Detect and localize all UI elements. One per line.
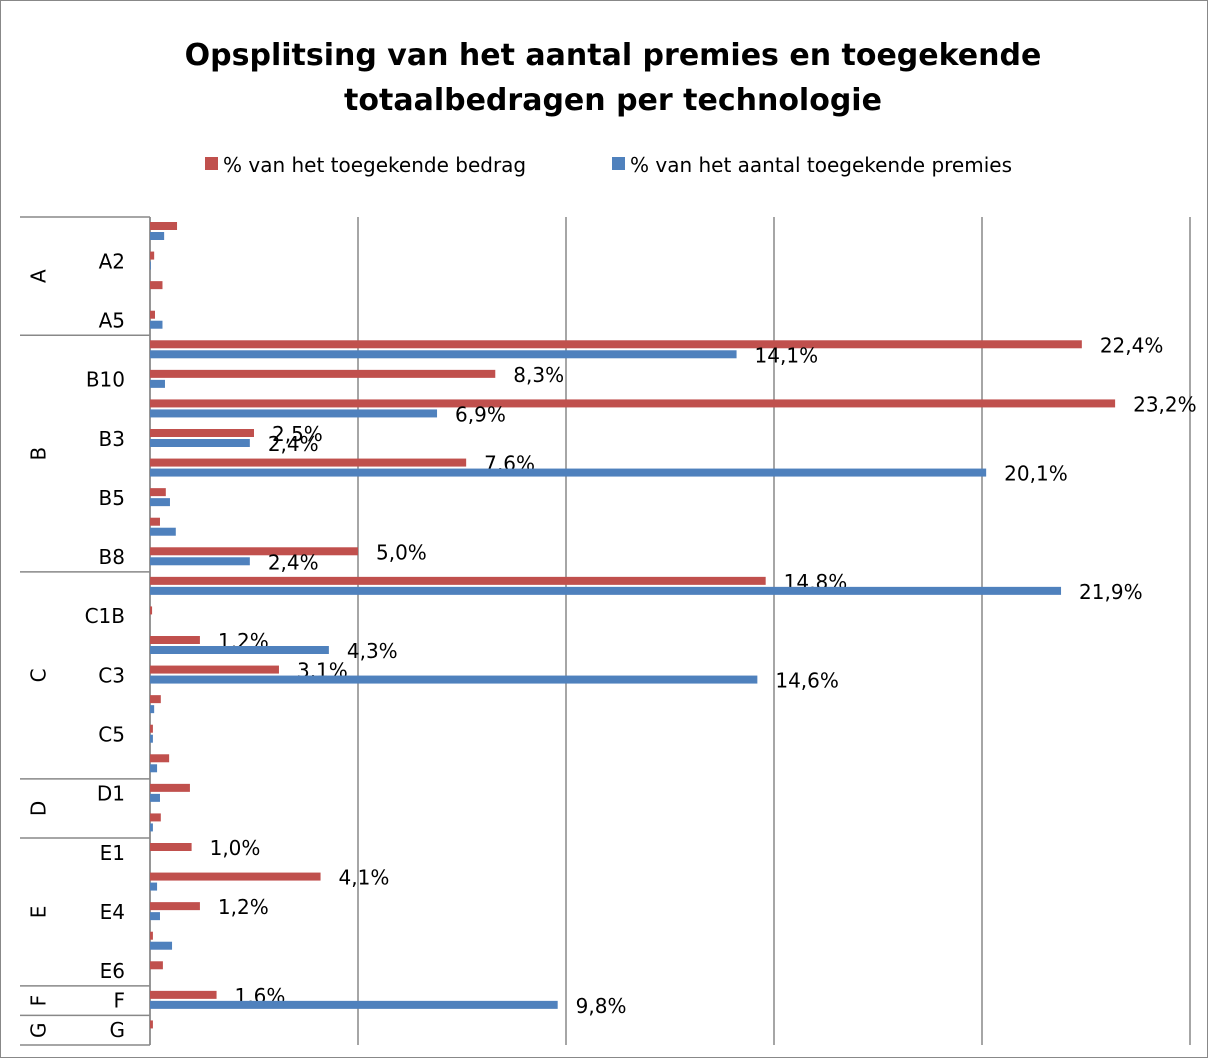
y-tick-label: B8 xyxy=(99,545,125,569)
bar xyxy=(150,251,155,260)
y-tick-label: C1B xyxy=(85,604,125,628)
y-tick-label: E1 xyxy=(100,841,125,865)
bar xyxy=(150,320,163,329)
group-label: C xyxy=(27,668,51,682)
bar xyxy=(150,369,496,378)
data-label: 2,5% xyxy=(272,422,323,446)
group-label: D xyxy=(27,801,51,816)
y-tick-label: C5 xyxy=(98,723,125,747)
bar xyxy=(150,439,250,447)
data-label: 1,0% xyxy=(210,836,261,860)
bar xyxy=(150,793,160,802)
data-label: 4,1% xyxy=(339,866,390,890)
bar xyxy=(150,941,173,950)
bar xyxy=(150,646,329,654)
bar xyxy=(150,606,153,615)
legend-swatch xyxy=(205,157,218,170)
bar xyxy=(150,705,155,714)
bar xyxy=(150,882,158,891)
bar xyxy=(150,695,161,704)
bar xyxy=(150,468,987,477)
data-label: 4,3% xyxy=(347,639,398,663)
bar xyxy=(150,498,170,507)
bar xyxy=(150,399,1116,408)
y-tick-label: B5 xyxy=(99,486,125,510)
y-tick-label: D1 xyxy=(97,782,125,806)
bar xyxy=(150,783,190,792)
bar xyxy=(150,350,737,359)
bar xyxy=(150,557,250,566)
bar xyxy=(150,222,178,230)
bar xyxy=(150,764,158,773)
bar xyxy=(150,961,163,970)
bar xyxy=(150,734,153,743)
data-label: 23,2% xyxy=(1133,392,1197,416)
y-tick-label: B3 xyxy=(99,427,125,451)
legend-label: % van het aantal toegekende premies xyxy=(630,153,1012,177)
data-label: 20,1% xyxy=(1004,462,1068,486)
data-label: 9,8% xyxy=(576,994,627,1018)
legend-label: % van het toegekende bedrag xyxy=(223,153,526,177)
bar xyxy=(150,379,165,388)
bar xyxy=(150,754,170,763)
bar xyxy=(150,232,165,240)
bar xyxy=(150,931,153,940)
bar xyxy=(150,1020,153,1029)
bar xyxy=(150,340,1082,349)
bar xyxy=(150,665,279,674)
bar xyxy=(150,488,166,497)
bar xyxy=(150,310,155,319)
data-label: 14,1% xyxy=(755,343,819,367)
bar xyxy=(150,409,438,418)
bar xyxy=(150,281,163,290)
bar xyxy=(150,912,160,921)
legend-swatch xyxy=(612,157,625,170)
bar xyxy=(150,458,467,467)
data-label: 1,2% xyxy=(218,895,269,919)
data-label: 2,4% xyxy=(268,432,319,456)
y-tick-label: E4 xyxy=(100,900,125,924)
data-label: 22,4% xyxy=(1100,333,1164,357)
bar xyxy=(150,724,153,733)
y-tick-label: F xyxy=(113,989,125,1013)
bar xyxy=(150,636,200,644)
group-label: G xyxy=(27,1022,51,1038)
y-tick-label: G xyxy=(110,1018,126,1042)
y-tick-label: C3 xyxy=(98,663,125,687)
group-label: F xyxy=(27,995,51,1007)
y-tick-label: B10 xyxy=(86,368,125,392)
data-label: 5,0% xyxy=(376,540,427,564)
bar xyxy=(150,813,161,822)
y-tick-label: A5 xyxy=(99,309,125,333)
bar xyxy=(150,547,358,556)
chart-title: Opsplitsing van het aantal premies en to… xyxy=(185,38,1042,73)
bar xyxy=(150,517,160,526)
bar xyxy=(150,902,200,911)
data-label: 8,3% xyxy=(513,363,564,387)
bar xyxy=(150,586,1062,595)
bar xyxy=(150,843,192,851)
data-label: 2,4% xyxy=(268,550,319,574)
group-label: A xyxy=(27,269,51,283)
bar xyxy=(150,429,254,437)
bar xyxy=(150,1000,558,1009)
bar xyxy=(150,990,217,999)
y-tick-label: A2 xyxy=(99,249,125,273)
group-label: B xyxy=(27,447,51,461)
bar xyxy=(150,872,321,881)
data-label: 14,6% xyxy=(775,669,839,693)
data-label: 6,9% xyxy=(455,402,506,426)
bar xyxy=(150,576,766,585)
data-label: 21,9% xyxy=(1079,580,1143,604)
bar xyxy=(150,527,176,536)
y-tick-label: E6 xyxy=(100,959,125,983)
chart-title: totaalbedragen per technologie xyxy=(344,83,882,118)
bar xyxy=(150,675,758,684)
bar xyxy=(150,261,151,270)
bar xyxy=(150,823,153,832)
group-label: E xyxy=(27,906,51,919)
